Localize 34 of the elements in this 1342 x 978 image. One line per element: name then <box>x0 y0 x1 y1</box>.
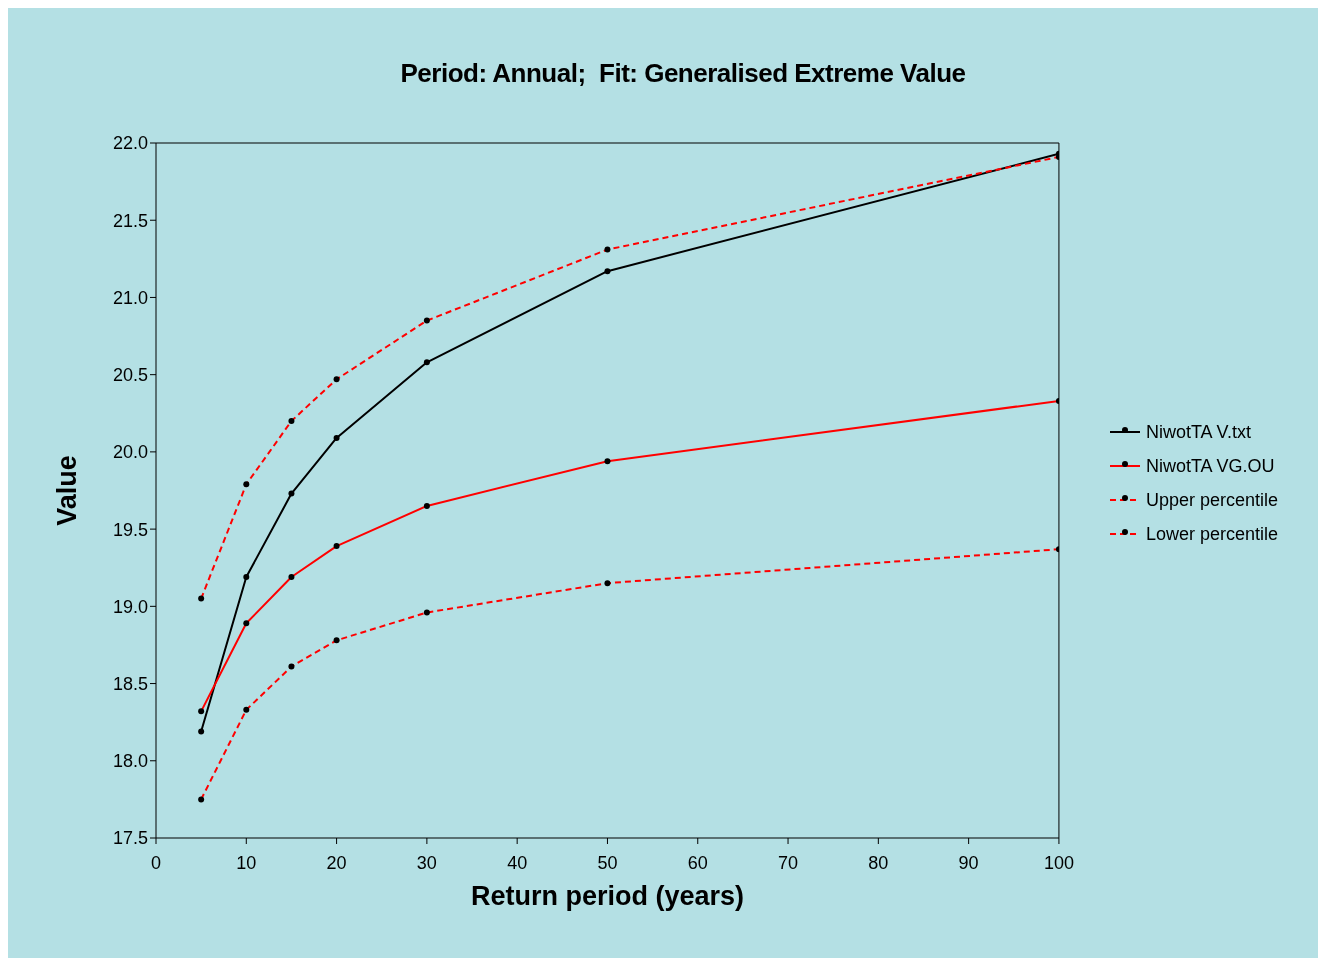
y-axis-title: Value <box>51 455 82 526</box>
chart-title: Period: Annual; Fit: Generalised Extreme Value <box>399 58 967 89</box>
x-tick-label: 0 <box>150 852 162 873</box>
legend-label: Upper percentile <box>1145 489 1278 511</box>
x-tick-label: 40 <box>507 852 528 873</box>
x-tick-label: 100 <box>1043 852 1074 873</box>
x-tick-label: 10 <box>236 852 257 873</box>
y-tick-label: 21.5 <box>112 210 148 231</box>
legend-label: NiwotTA V.txt <box>1145 421 1251 443</box>
point <box>288 490 295 497</box>
x-tick-label: 80 <box>868 852 889 873</box>
legend-label: Lower percentile <box>1145 523 1278 545</box>
y-tick-label: 20.0 <box>112 442 148 463</box>
point <box>198 728 205 735</box>
y-tick-label: 19.0 <box>112 596 148 617</box>
y-tick-label: 18.5 <box>112 673 148 694</box>
x-tick-label: 30 <box>416 852 437 873</box>
y-tick-label: 20.5 <box>112 365 148 386</box>
x-tick-label: 70 <box>778 852 799 873</box>
x-tick-label: 20 <box>326 852 347 873</box>
point <box>604 268 611 275</box>
x-tick-label: 50 <box>597 852 618 873</box>
x-tick-label: 90 <box>958 852 979 873</box>
point <box>423 359 430 366</box>
y-tick-label: 18.0 <box>112 751 148 772</box>
y-tick-label: 21.0 <box>112 287 148 308</box>
point <box>333 434 340 441</box>
y-tick-label: 17.5 <box>112 828 148 849</box>
x-axis-title: Return period (years) <box>470 881 744 912</box>
y-tick-label: 19.5 <box>112 519 148 540</box>
x-tick-label: 60 <box>687 852 708 873</box>
legend-label: NiwotTA VG.OU <box>1145 455 1275 477</box>
y-tick-label: 22.0 <box>112 133 148 154</box>
point <box>243 573 250 580</box>
